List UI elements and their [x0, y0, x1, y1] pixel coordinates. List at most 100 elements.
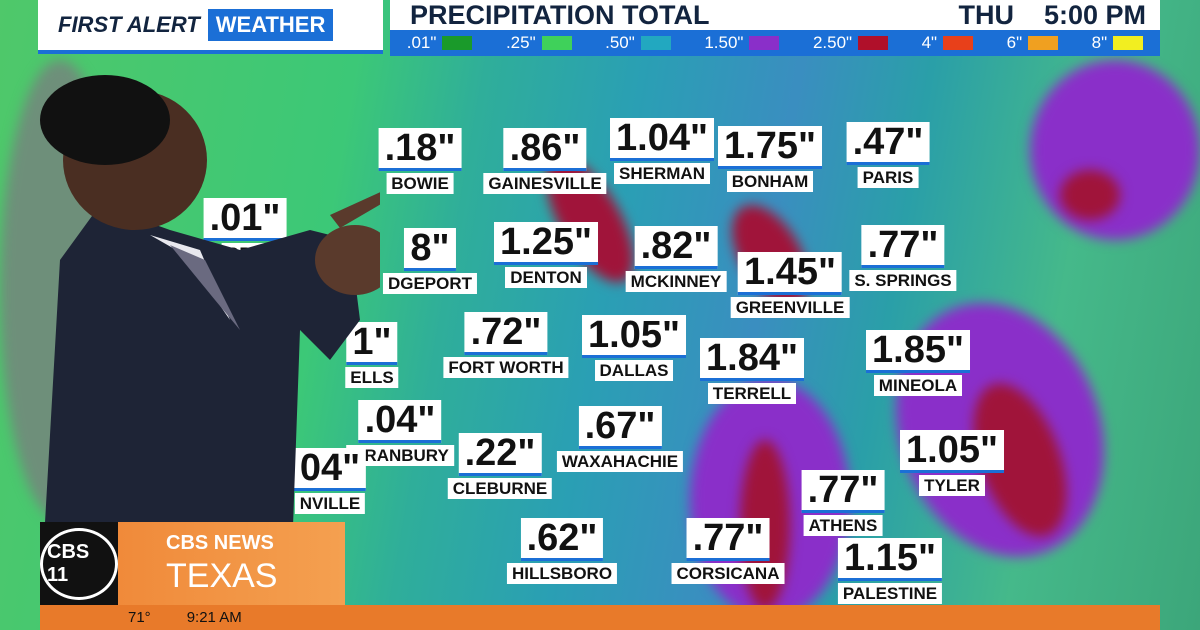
amount: 1.05" — [582, 315, 686, 358]
city-label: .62" HILLSBORO — [506, 518, 618, 584]
city-label: .22" CLEBURNE — [447, 433, 553, 499]
city-label: 1.75" BONHAM — [718, 126, 822, 192]
city-name: DALLAS — [594, 360, 674, 381]
legend-swatch — [1028, 36, 1059, 50]
legend-item: .25" — [506, 33, 572, 53]
title-bar: PRECIPITATION TOTAL THU 5:00 PM — [390, 0, 1160, 30]
city-name: GRANBURY — [346, 445, 454, 466]
amount: .77" — [861, 225, 945, 268]
city-label: 1.15" PALESTINE — [837, 538, 943, 604]
amount: 1.45" — [738, 252, 842, 295]
network-logo: CBS NEWS TEXAS — [118, 522, 345, 605]
amount: .86" — [503, 128, 587, 171]
city-name: SHERMAN — [614, 163, 710, 184]
city-name: FORT WORTH — [443, 357, 569, 378]
legend-swatch — [749, 36, 780, 50]
city-label: .77" CORSICANA — [671, 518, 785, 584]
legend-swatch — [858, 36, 889, 50]
city-name: GAINESVILLE — [483, 173, 607, 194]
city-label: .82" MCKINNEY — [625, 226, 727, 292]
city-name: WAXAHACHIE — [556, 451, 684, 472]
city-name: BONHAM — [726, 171, 814, 192]
legend-swatch — [442, 36, 473, 50]
legend-label: 1.50" — [704, 33, 744, 52]
city-label: 1.45" GREENVILLE — [730, 252, 850, 318]
amount: .22" — [458, 433, 542, 476]
city-label: 1.05" DALLAS — [582, 315, 686, 381]
city-name: S. SPRINGS — [849, 270, 957, 291]
brand: FIRST ALERT — [58, 12, 200, 37]
amount: .01" — [203, 198, 287, 241]
amount: .67" — [578, 406, 662, 449]
city-label: .18" BOWIE — [378, 128, 462, 194]
amount: .82" — [634, 226, 718, 269]
amount: .18" — [378, 128, 462, 171]
rain-area — [1030, 60, 1200, 240]
city-label: .04" GRANBURY — [346, 400, 454, 466]
city-label: .67" WAXAHACHIE — [556, 406, 684, 472]
legend-swatch — [1113, 36, 1144, 50]
city-label: .77" ATHENS — [801, 470, 885, 536]
amount: .04" — [358, 400, 442, 443]
legend-item: 4" — [922, 33, 974, 53]
legend-item: 6" — [1007, 33, 1059, 53]
amount: 1.85" — [866, 330, 970, 373]
amount: .47" — [846, 122, 930, 165]
city-name: MCKINNEY — [625, 271, 727, 292]
city-name: TYLER — [919, 475, 985, 496]
clock: 9:21 AM — [186, 609, 242, 626]
legend: .01" .25" .50" 1.50" 2.50" 4" 6" 8" — [390, 30, 1160, 56]
city-label: 1.05" TYLER — [900, 430, 1004, 496]
city-label: .86" GAINESVILLE — [483, 128, 607, 194]
city-name: HILLSBORO — [506, 563, 618, 584]
legend-label: .50" — [605, 33, 635, 52]
legend-label: 2.50" — [812, 33, 853, 52]
amount: .77" — [686, 518, 770, 561]
city-label: .77" S. SPRINGS — [849, 225, 957, 291]
legend-label: 8" — [1091, 33, 1108, 52]
amount: 04" — [293, 448, 367, 491]
city-name: DENTON — [505, 267, 587, 288]
amount: 8" — [404, 228, 456, 271]
city-name: ELLS — [345, 367, 399, 388]
legend-item: 1.50" — [704, 33, 780, 53]
legend-swatch — [640, 36, 671, 50]
legend-item: 8" — [1092, 33, 1144, 53]
temperature: 71° — [128, 609, 151, 626]
city-name: ATHENS — [803, 515, 883, 536]
title: PRECIPITATION TOTAL — [410, 0, 710, 30]
city-name: PALESTINE — [837, 583, 943, 604]
time: 5:00 PM — [1043, 0, 1146, 30]
city-label: 1.04" SHERMAN — [610, 118, 714, 184]
amount: .72" — [464, 312, 548, 355]
city-label: .47" PARIS — [846, 122, 930, 188]
amount: 1.15" — [838, 538, 942, 581]
amount: 1.04" — [610, 118, 714, 161]
city-label: 04" NVILLE — [293, 448, 367, 514]
legend-label: .25" — [505, 33, 536, 52]
city-label: 1.85" MINEOLA — [866, 330, 970, 396]
city-name: BOWIE — [386, 173, 454, 194]
brand-bar: FIRST ALERT WEATHER — [38, 0, 383, 54]
brand-box: WEATHER — [207, 9, 334, 41]
day: THU — [958, 0, 1014, 30]
heavy-rain — [1060, 170, 1120, 220]
city-label: 1" ELLS — [345, 322, 399, 388]
city-name: CLEBURNE — [447, 478, 553, 499]
presenter — [40, 75, 380, 610]
legend-label: 4" — [921, 33, 938, 52]
city-name: GREENVILLE — [730, 297, 850, 318]
city-name: MINEOLA — [873, 375, 963, 396]
amount: 1.75" — [718, 126, 822, 169]
amount: 1.05" — [900, 430, 1004, 473]
legend-item: .50" — [605, 33, 671, 53]
city-name: DGEPORT — [382, 273, 478, 294]
amount: 1.84" — [700, 338, 804, 381]
city-label: 1.25" DENTON — [494, 222, 598, 288]
city-name: CORSICANA — [671, 563, 785, 584]
legend-swatch — [943, 36, 974, 50]
city-name: TERRELL — [707, 383, 797, 404]
ticker: 71° 9:21 AM — [40, 605, 1160, 630]
legend-swatch — [541, 36, 572, 50]
